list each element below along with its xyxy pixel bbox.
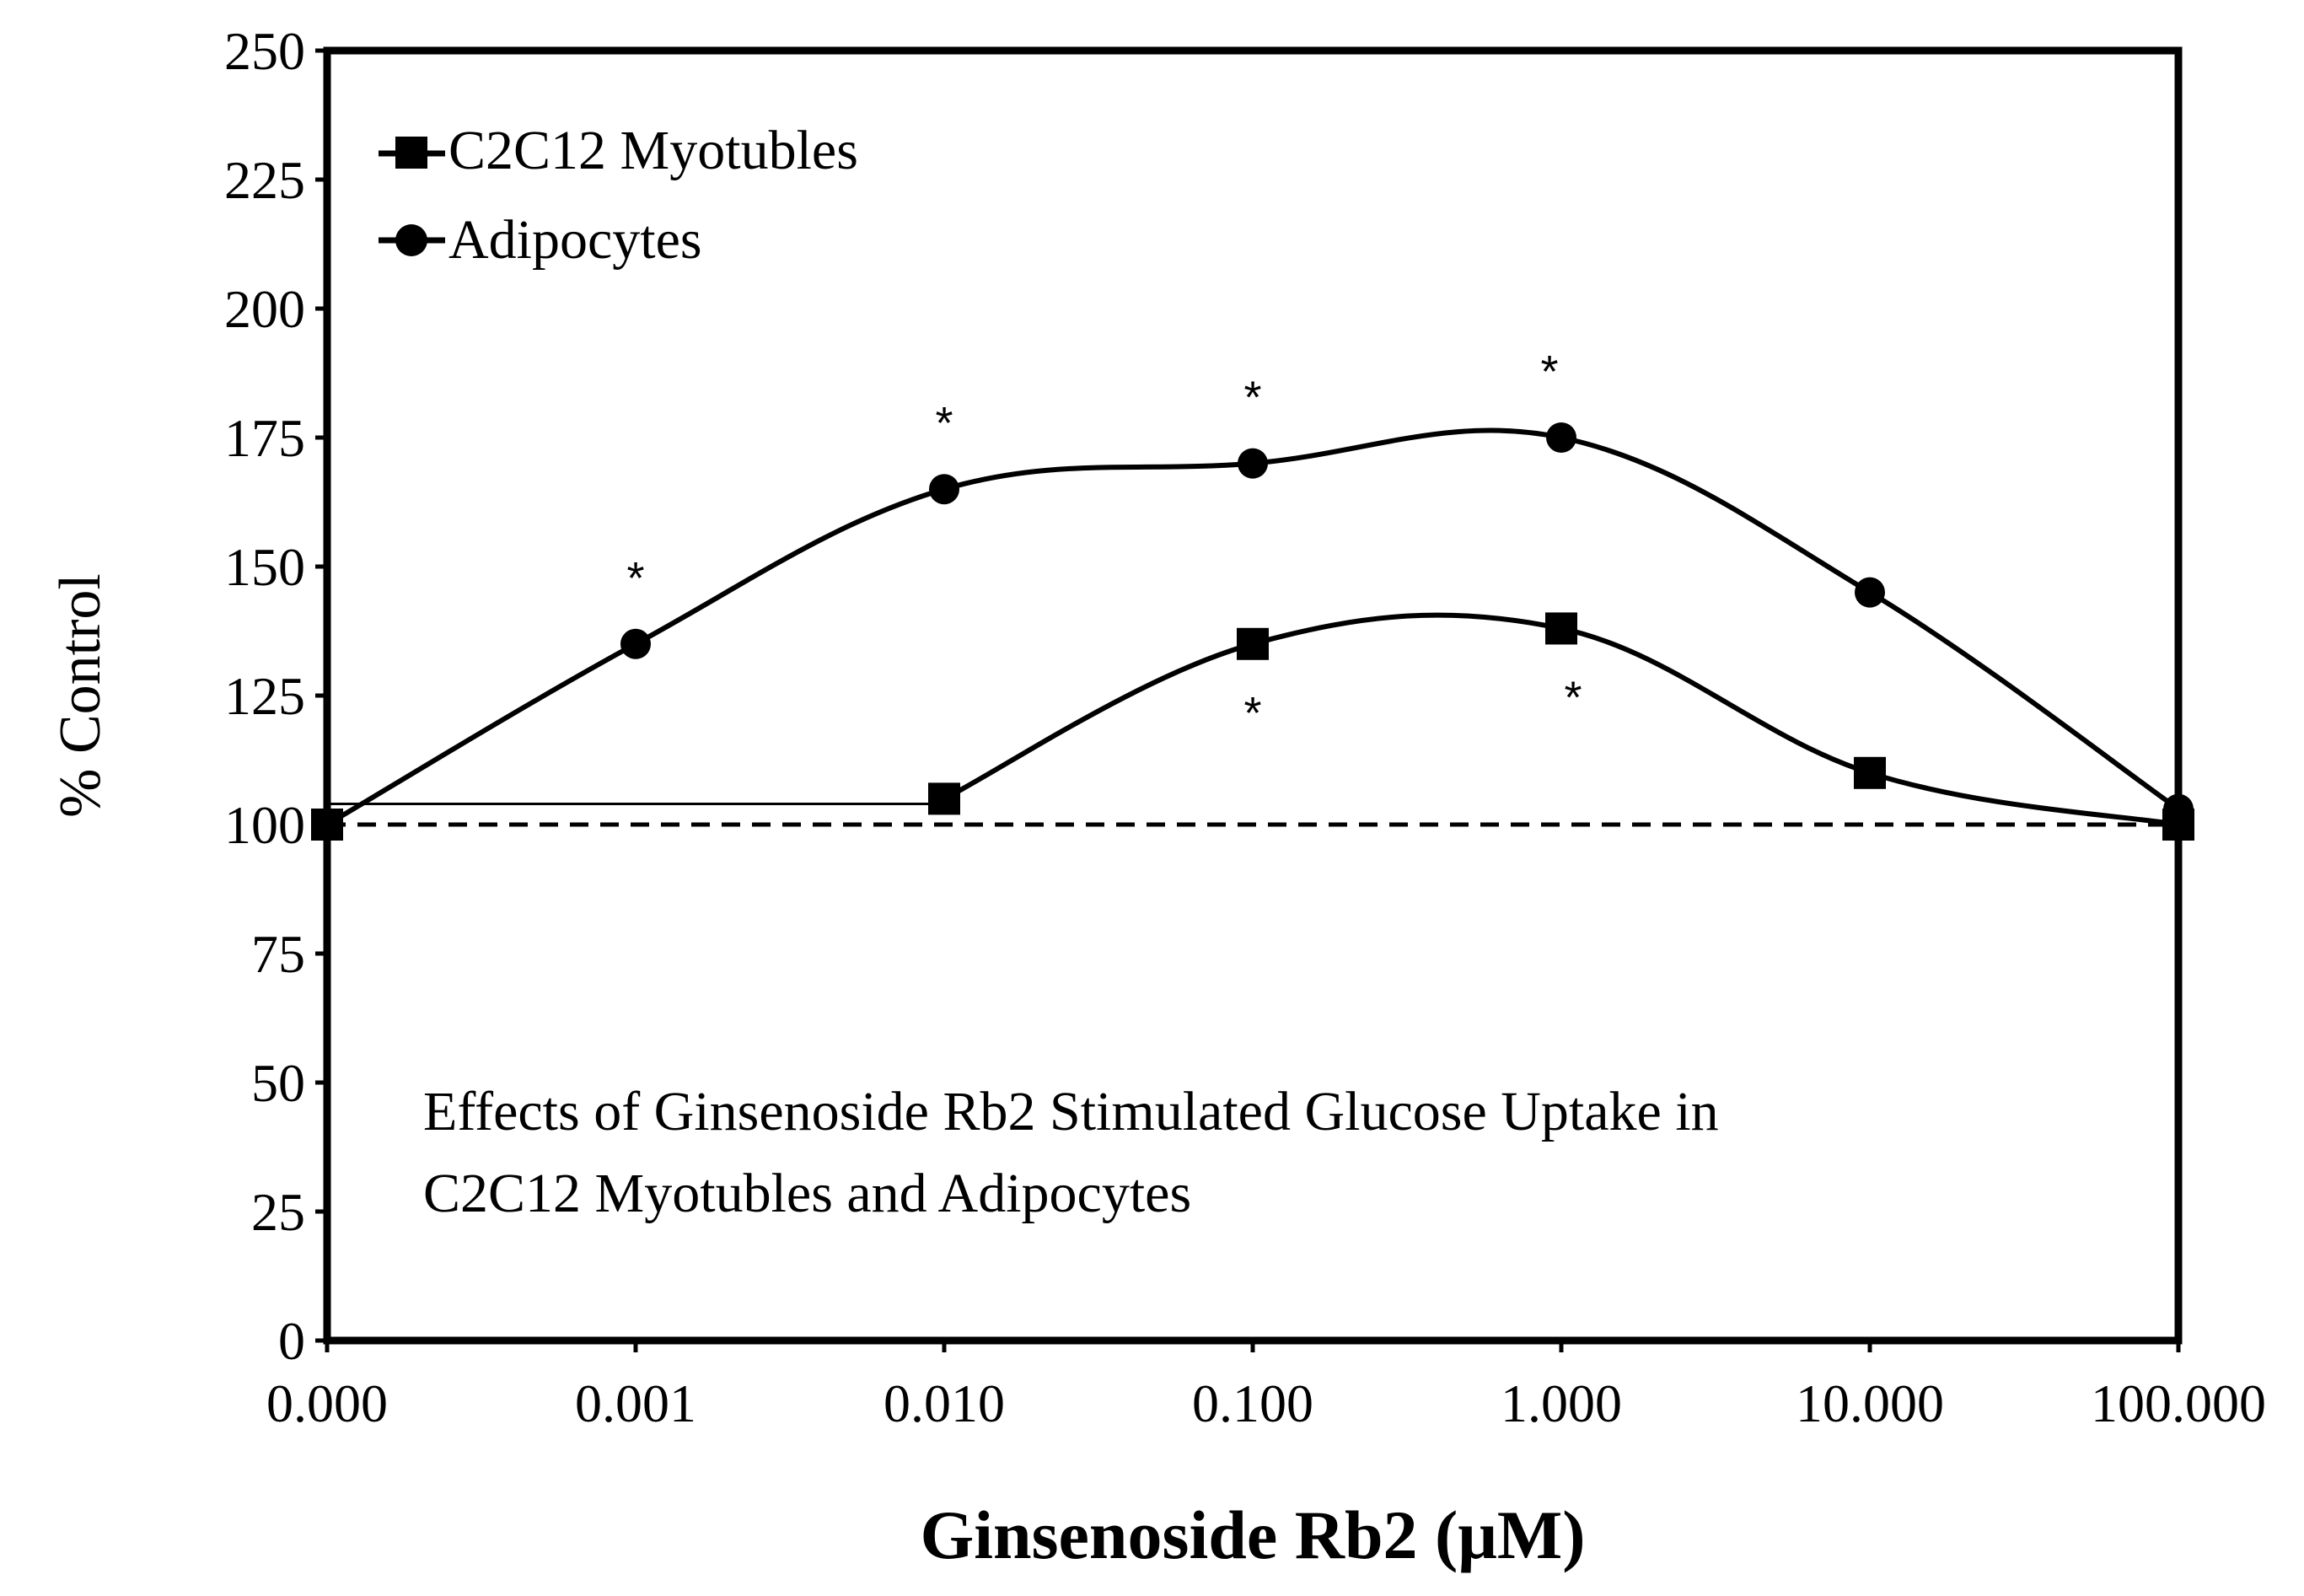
y-tick-label: 225 <box>224 150 305 210</box>
significance-star: * <box>1564 672 1582 723</box>
significance-star: * <box>1540 347 1558 397</box>
plot-area-frame <box>323 46 2183 1345</box>
data-point-square <box>1237 627 1269 660</box>
x-tick-label: 1.000 <box>1501 1373 1622 1433</box>
data-point-circle <box>620 628 651 659</box>
data-point-circle <box>929 474 959 505</box>
x-tick-label: 0.000 <box>266 1373 388 1433</box>
legend-label-adipocytes: Adipocytes <box>448 209 702 271</box>
legend-entry-c2c12: C2C12 Myotubles <box>379 120 858 181</box>
data-point-circle <box>1546 422 1576 453</box>
y-tick-label: 250 <box>224 21 305 81</box>
y-tick-label: 0 <box>278 1311 305 1371</box>
chart-title-annotation: Effects of Ginsenoside Rb2 Stimulated Gl… <box>423 1081 1719 1224</box>
y-axis-label: % Control <box>48 573 113 818</box>
y-tick-label: 150 <box>224 537 305 597</box>
legend-square-marker <box>395 137 427 169</box>
series-group <box>311 422 2194 841</box>
y-tick-label: 50 <box>251 1053 305 1113</box>
significance-star: * <box>1243 688 1261 739</box>
significance-star: * <box>935 398 953 449</box>
legend-circle-marker <box>395 224 427 256</box>
y-tick-label: 200 <box>224 279 305 339</box>
legend: C2C12 Myotubles Adipocytes <box>379 120 858 271</box>
y-axis: 0 25 50 75 100 125 150 175 200 225 250 <box>224 21 327 1371</box>
x-tick-label: 10.000 <box>1796 1373 1944 1433</box>
x-axis: 0.000 0.001 0.010 0.100 1.000 10.000 100.000 <box>266 1341 2266 1433</box>
title-line-1: Effects of Ginsenoside Rb2 Stimulated Gl… <box>423 1081 1719 1142</box>
y-tick-label: 175 <box>224 408 305 468</box>
data-point-square <box>928 782 960 815</box>
significance-star: * <box>1243 373 1261 423</box>
x-tick-label: 100.000 <box>2091 1373 2266 1433</box>
series-line <box>943 612 2179 827</box>
significance-markers: * * * * * * <box>626 347 1582 739</box>
y-tick-label: 100 <box>224 795 305 855</box>
x-tick-label: 0.010 <box>883 1373 1005 1433</box>
series-line <box>325 427 2180 827</box>
legend-label-c2c12: C2C12 Myotubles <box>448 120 858 181</box>
data-point-square <box>1854 756 1886 789</box>
title-line-2: C2C12 Myotubles and Adipocytes <box>423 1163 1191 1224</box>
x-tick-label: 0.001 <box>575 1373 696 1433</box>
data-point-square <box>1545 612 1577 645</box>
significance-star: * <box>626 553 644 604</box>
y-tick-label: 25 <box>251 1182 305 1242</box>
data-point-circle <box>1855 577 1885 608</box>
x-tick-label: 0.100 <box>1192 1373 1313 1433</box>
legend-entry-adipocytes: Adipocytes <box>379 209 702 271</box>
y-tick-label: 125 <box>224 666 305 726</box>
y-tick-label: 75 <box>251 924 305 984</box>
data-point-circle <box>1238 448 1268 479</box>
series-adipocytes <box>312 422 2194 840</box>
x-axis-label: Ginsenoside Rb2 (μM) <box>920 1497 1585 1573</box>
